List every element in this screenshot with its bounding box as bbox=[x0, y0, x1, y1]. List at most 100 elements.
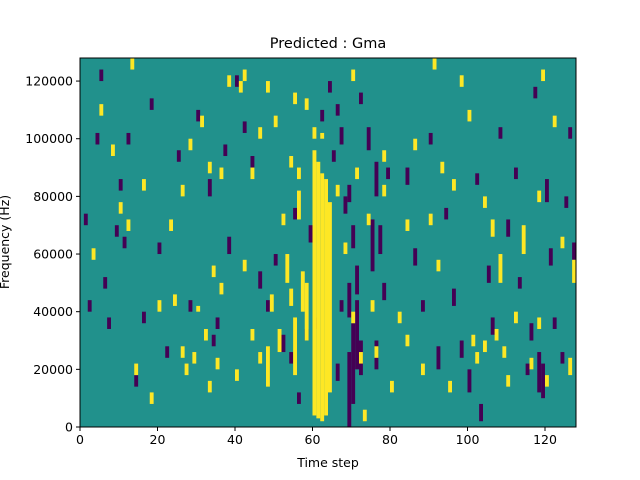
heatmap-cell-high bbox=[506, 375, 511, 387]
heatmap-cell-high bbox=[405, 334, 410, 347]
heatmap-cell-high bbox=[215, 357, 220, 370]
heatmap-cell-high bbox=[304, 282, 309, 341]
heatmap-cell-high bbox=[362, 409, 367, 422]
heatmap-cell-high bbox=[351, 69, 356, 82]
heatmap-cell-low bbox=[157, 242, 162, 255]
heatmap-cell-low bbox=[374, 161, 379, 197]
heatmap-cell-high bbox=[99, 104, 104, 116]
heatmap-cell-high bbox=[436, 259, 441, 272]
heatmap-cell-low bbox=[533, 86, 538, 99]
heatmap-cell-low bbox=[351, 323, 356, 404]
heatmap-cell-high bbox=[142, 179, 146, 191]
heatmap-cell-high bbox=[180, 346, 185, 358]
heatmap-cell-low bbox=[87, 300, 92, 312]
heatmap-cell-high bbox=[289, 288, 294, 306]
heatmap-cell-high bbox=[250, 328, 255, 341]
heatmap-cell-low bbox=[227, 236, 232, 255]
heatmap-cell-low bbox=[498, 127, 503, 139]
heatmap-cell-low bbox=[142, 311, 146, 324]
heatmap-cell-low bbox=[479, 403, 483, 422]
heatmap-cell-low bbox=[355, 265, 359, 295]
heatmap-cell-low bbox=[421, 300, 425, 312]
heatmap-cell-low bbox=[289, 352, 294, 364]
heatmap-cell-high bbox=[207, 380, 212, 393]
heatmap-cell-high bbox=[134, 363, 139, 376]
heatmap-cell-low bbox=[258, 271, 263, 289]
heatmap-cell-high bbox=[273, 115, 278, 128]
heatmap-cell-high bbox=[421, 363, 425, 376]
heatmap-cell-high bbox=[316, 161, 321, 419]
heatmap-cell-high bbox=[149, 392, 154, 404]
heatmap-cell-high bbox=[285, 254, 290, 283]
heatmap-cell-high bbox=[483, 196, 487, 208]
heatmap-cell-high bbox=[192, 352, 197, 364]
heatmap-cell-low bbox=[475, 173, 480, 185]
heatmap-cell-high bbox=[184, 363, 189, 376]
heatmap-cell-high bbox=[219, 282, 224, 295]
heatmap-cell-low bbox=[355, 300, 359, 370]
heatmap-cell-high bbox=[281, 213, 286, 226]
heatmap-cell-high bbox=[242, 259, 247, 272]
heatmap-cell-high bbox=[537, 190, 542, 203]
heatmap-cell-high bbox=[514, 311, 518, 324]
heatmap-cell-low bbox=[568, 127, 573, 139]
heatmap-cell-high bbox=[188, 138, 193, 151]
heatmap-cell-low bbox=[564, 196, 569, 208]
heatmap-cell-high bbox=[467, 109, 472, 122]
heatmap-cell-high bbox=[521, 225, 526, 255]
heatmap-cell-high bbox=[219, 167, 224, 180]
heatmap-cell-low bbox=[103, 277, 108, 289]
heatmap-cell-high bbox=[277, 328, 282, 353]
heatmap-cell-high bbox=[312, 150, 317, 416]
heatmap-cell-low bbox=[486, 265, 491, 283]
heatmap-cell-high bbox=[397, 311, 402, 324]
heatmap-cell-low bbox=[149, 98, 154, 110]
heatmap-cell-low bbox=[347, 282, 352, 318]
heatmap-cell-low bbox=[339, 300, 344, 312]
heatmap-cell-high bbox=[335, 184, 340, 197]
heatmap-cell-high bbox=[258, 352, 263, 364]
heatmap-cell-high bbox=[169, 219, 173, 231]
heatmap-cell-high bbox=[471, 334, 476, 347]
heatmap-cell-high bbox=[405, 219, 410, 231]
heatmap-cell-high bbox=[328, 202, 332, 393]
heatmap-cell-high bbox=[382, 184, 387, 197]
heatmap-cell-low bbox=[328, 81, 332, 93]
heatmap-cell-high bbox=[572, 259, 576, 283]
heatmap-cell-low bbox=[293, 207, 297, 220]
x-axis: 0 20 40 60 80 100 120 bbox=[76, 427, 557, 447]
heatmap-cell-low bbox=[514, 167, 518, 180]
heatmap-cell-low bbox=[335, 363, 340, 381]
heatmap-cell-low bbox=[83, 213, 88, 226]
heatmap-cell-low bbox=[560, 352, 565, 364]
heatmap-cell-low bbox=[347, 352, 352, 427]
heatmap-cell-high bbox=[258, 127, 263, 139]
heatmap-cell-high bbox=[130, 58, 135, 70]
heatmap-cell-high bbox=[157, 300, 162, 312]
heatmap-cell-high bbox=[300, 271, 305, 312]
heatmap-cell-low bbox=[541, 363, 545, 399]
heatmap-cell-low bbox=[386, 167, 390, 180]
heatmap-cell-low bbox=[107, 317, 111, 329]
heatmap-cell-high bbox=[235, 369, 239, 381]
heatmap-cell-low bbox=[378, 225, 383, 255]
heatmap-cell-low bbox=[134, 375, 139, 387]
heatmap-cell-low bbox=[126, 132, 131, 145]
heatmap-cell-high bbox=[390, 380, 394, 393]
heatmap-cell-high bbox=[529, 357, 534, 370]
heatmap-cell-low bbox=[215, 317, 220, 329]
heatmap-cell-low bbox=[114, 225, 119, 237]
heatmap-cell-high bbox=[502, 346, 507, 358]
heatmap-cell-low bbox=[235, 75, 239, 87]
heatmap-cell-high bbox=[250, 167, 255, 180]
heatmap-cell-high bbox=[118, 202, 123, 214]
heatmap-cell-low bbox=[176, 150, 181, 162]
heatmap-cell-high bbox=[490, 219, 495, 237]
heatmap-cell-low bbox=[335, 104, 340, 116]
heatmap-cell-low bbox=[428, 132, 433, 145]
heatmap-cell-high bbox=[320, 173, 325, 422]
heatmap-cell-low bbox=[211, 334, 216, 347]
heatmap-cell-low bbox=[281, 334, 286, 353]
heatmap-cell-high bbox=[266, 81, 270, 93]
x-tick-label: 60 bbox=[305, 432, 321, 447]
